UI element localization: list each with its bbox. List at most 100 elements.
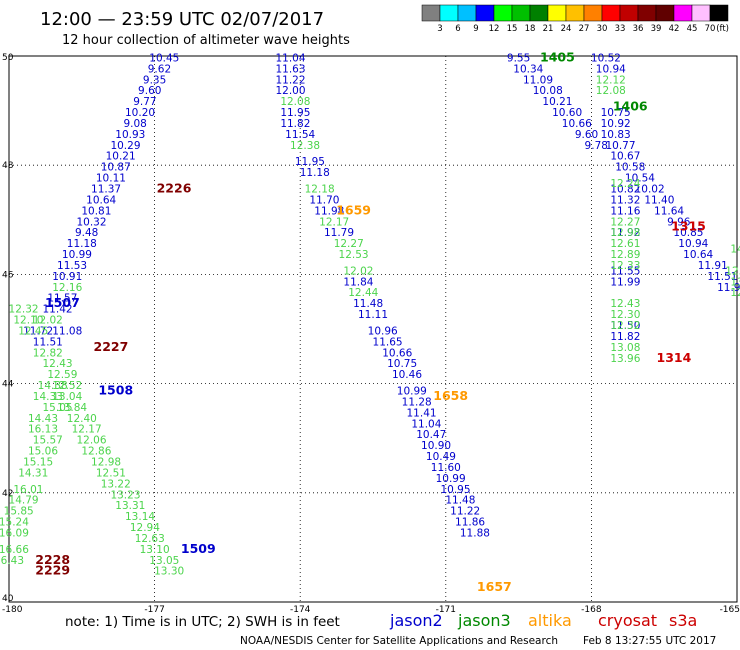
jason2-value-label: 11.92 <box>610 227 640 239</box>
jason2-value-label: 11.98 <box>314 205 344 217</box>
color-scale-swatch <box>565 4 585 22</box>
jason2-value-label: 9.62 <box>148 63 171 75</box>
color-scale-swatch <box>475 4 495 22</box>
color-scale-label: 21 <box>543 24 554 34</box>
jason2-value-label: 10.08 <box>533 85 563 97</box>
jason2-value-label: 11.48 <box>445 495 475 507</box>
jason2-value-label: 11.86 <box>455 517 485 529</box>
jason3-value-label: 12.32 <box>9 304 39 316</box>
jason3-value-label: 12.53 <box>339 249 369 261</box>
pass-time-label: 1657 <box>477 579 512 594</box>
jason2-value-label: 9.60 <box>575 129 598 141</box>
y-tick-label: 50 <box>2 53 14 63</box>
jason2-value-label: 11.37 <box>91 184 121 196</box>
jason3-value-label: 12.94 <box>130 522 160 534</box>
color-scale-swatch <box>493 4 513 22</box>
jason2-value-label: 11.11 <box>358 309 388 321</box>
jason2-value-label: 11.92 <box>717 282 740 294</box>
color-scale-swatch <box>421 4 441 22</box>
jason3-value-label: 13.23 <box>110 489 140 501</box>
jason2-value-label: 11.95 <box>280 107 310 119</box>
jason2-value-label: 10.54 <box>625 173 655 185</box>
color-scale-unit: (ft) <box>716 24 729 34</box>
jason2-value-label: 11.48 <box>353 298 383 310</box>
y-tick-label: 40 <box>2 594 14 604</box>
jason3-value-label: 12.33 <box>610 260 640 272</box>
color-scale-swatch <box>529 4 549 22</box>
jason2-value-label: 10.99 <box>436 473 466 485</box>
jason2-value-label: 11.50 <box>610 320 640 332</box>
jason2-value-label: 10.34 <box>513 63 543 75</box>
jason2-value-label: 11.95 <box>295 156 325 168</box>
jason2-value-label: 10.77 <box>605 140 635 152</box>
jason3-value-label: 12.98 <box>91 457 121 469</box>
pass-time-label: 1508 <box>98 383 133 398</box>
page-title: 12:00 — 23:59 UTC 02/07/2017 <box>40 9 324 30</box>
jason3-value-label: 12.10 <box>13 315 43 327</box>
jason2-value-label: 10.66 <box>562 118 592 130</box>
color-scale-label: 36 <box>633 24 644 34</box>
jason3-value-label: 12.45 <box>18 325 48 337</box>
jason3-value-label: 12.08 <box>596 85 626 97</box>
jason3-value-label: 12.52 <box>52 380 82 392</box>
color-scale-label: 6 <box>455 24 460 34</box>
color-scale-label: 3 <box>437 24 442 34</box>
grid-lines <box>9 56 737 602</box>
x-tick-label: -177 <box>144 605 164 615</box>
jason3-value-label: 14.79 <box>9 495 39 507</box>
jason2-value-label: 10.87 <box>101 162 131 174</box>
jason3-value-label: 12.59 <box>47 369 77 381</box>
jason2-value-label: 9.55 <box>507 52 530 64</box>
jason2-value-label: 10.21 <box>106 151 136 163</box>
jason2-value-label: 10.45 <box>149 52 179 64</box>
jason3-value-label: 12 <box>730 287 740 299</box>
plot-frame <box>8 55 738 603</box>
jason2-value-label: 11.70 <box>309 194 339 206</box>
jason2-value-label: 11.22 <box>450 506 480 518</box>
jason3-value-label: 12.9 <box>725 265 740 277</box>
jason2-value-label: 10.58 <box>615 162 645 174</box>
jason2-value-label: 10.75 <box>601 107 631 119</box>
observation-points: 10.459.629.359.609.7710.209.0810.9310.29… <box>0 52 740 577</box>
color-scale-swatch <box>619 4 639 22</box>
jason3-value-label: 13.31 <box>115 500 145 512</box>
jason3-value-label: 16.13 <box>28 424 58 436</box>
legend-jason3: jason3 <box>457 611 511 630</box>
jason3-value-label: 16.43 <box>0 555 24 567</box>
jason3-value-label: 12.61 <box>610 238 640 250</box>
jason2-value-label: 9.77 <box>133 96 156 108</box>
jason2-value-label: 9.08 <box>123 118 146 130</box>
jason2-value-label: 11.84 <box>343 276 373 288</box>
pass-time-label: 2226 <box>157 181 192 196</box>
jason2-value-label: 10.81 <box>81 205 111 217</box>
pass-time-label: 1315 <box>671 219 706 234</box>
jason2-value-label: 11.65 <box>373 336 403 348</box>
jason2-value-label: 11.40 <box>644 194 674 206</box>
color-scale-label: 24 <box>561 24 572 34</box>
jason2-value-label: 11.32 <box>610 194 640 206</box>
color-scale-label: 33 <box>615 24 626 34</box>
jason2-value-label: 10.96 <box>368 325 398 337</box>
jason3-value-label: 13.14 <box>125 511 155 523</box>
page-subtitle: 12 hour collection of altimeter wave hei… <box>62 33 350 48</box>
jason3-value-label: 15.85 <box>4 506 34 518</box>
jason2-value-label: 10.75 <box>387 358 417 370</box>
jason2-value-label: 10.29 <box>110 140 140 152</box>
jason2-value-label: 11.64 <box>654 205 684 217</box>
jason2-value-label: 11.41 <box>407 407 437 419</box>
jason2-value-label: 10.46 <box>392 369 422 381</box>
color-scale-legend: 3 6 9 12 15 18 21 24 27 30 33 36 39 42 45 70 (ft) <box>421 4 729 34</box>
jason3-value-label: 15.05 <box>43 402 73 414</box>
color-scale-label: 18 <box>525 24 536 34</box>
color-scale-label: 30 <box>597 24 608 34</box>
jason3-value-label: 12.17 <box>319 216 349 228</box>
pass-time-label: 1405 <box>540 49 575 64</box>
jason3-value-label: 13.22 <box>101 478 131 490</box>
jason3-value-label: 12.12 <box>596 74 626 86</box>
jason2-value-label: 10.91 <box>52 271 82 283</box>
jason3-value-label: 12.63 <box>135 533 165 545</box>
jason3-value-label: 13 <box>730 276 740 288</box>
jason2-value-label: 10.92 <box>601 118 631 130</box>
color-scale-swatch <box>547 4 567 22</box>
jason3-value-label: 15.24 <box>0 517 29 529</box>
